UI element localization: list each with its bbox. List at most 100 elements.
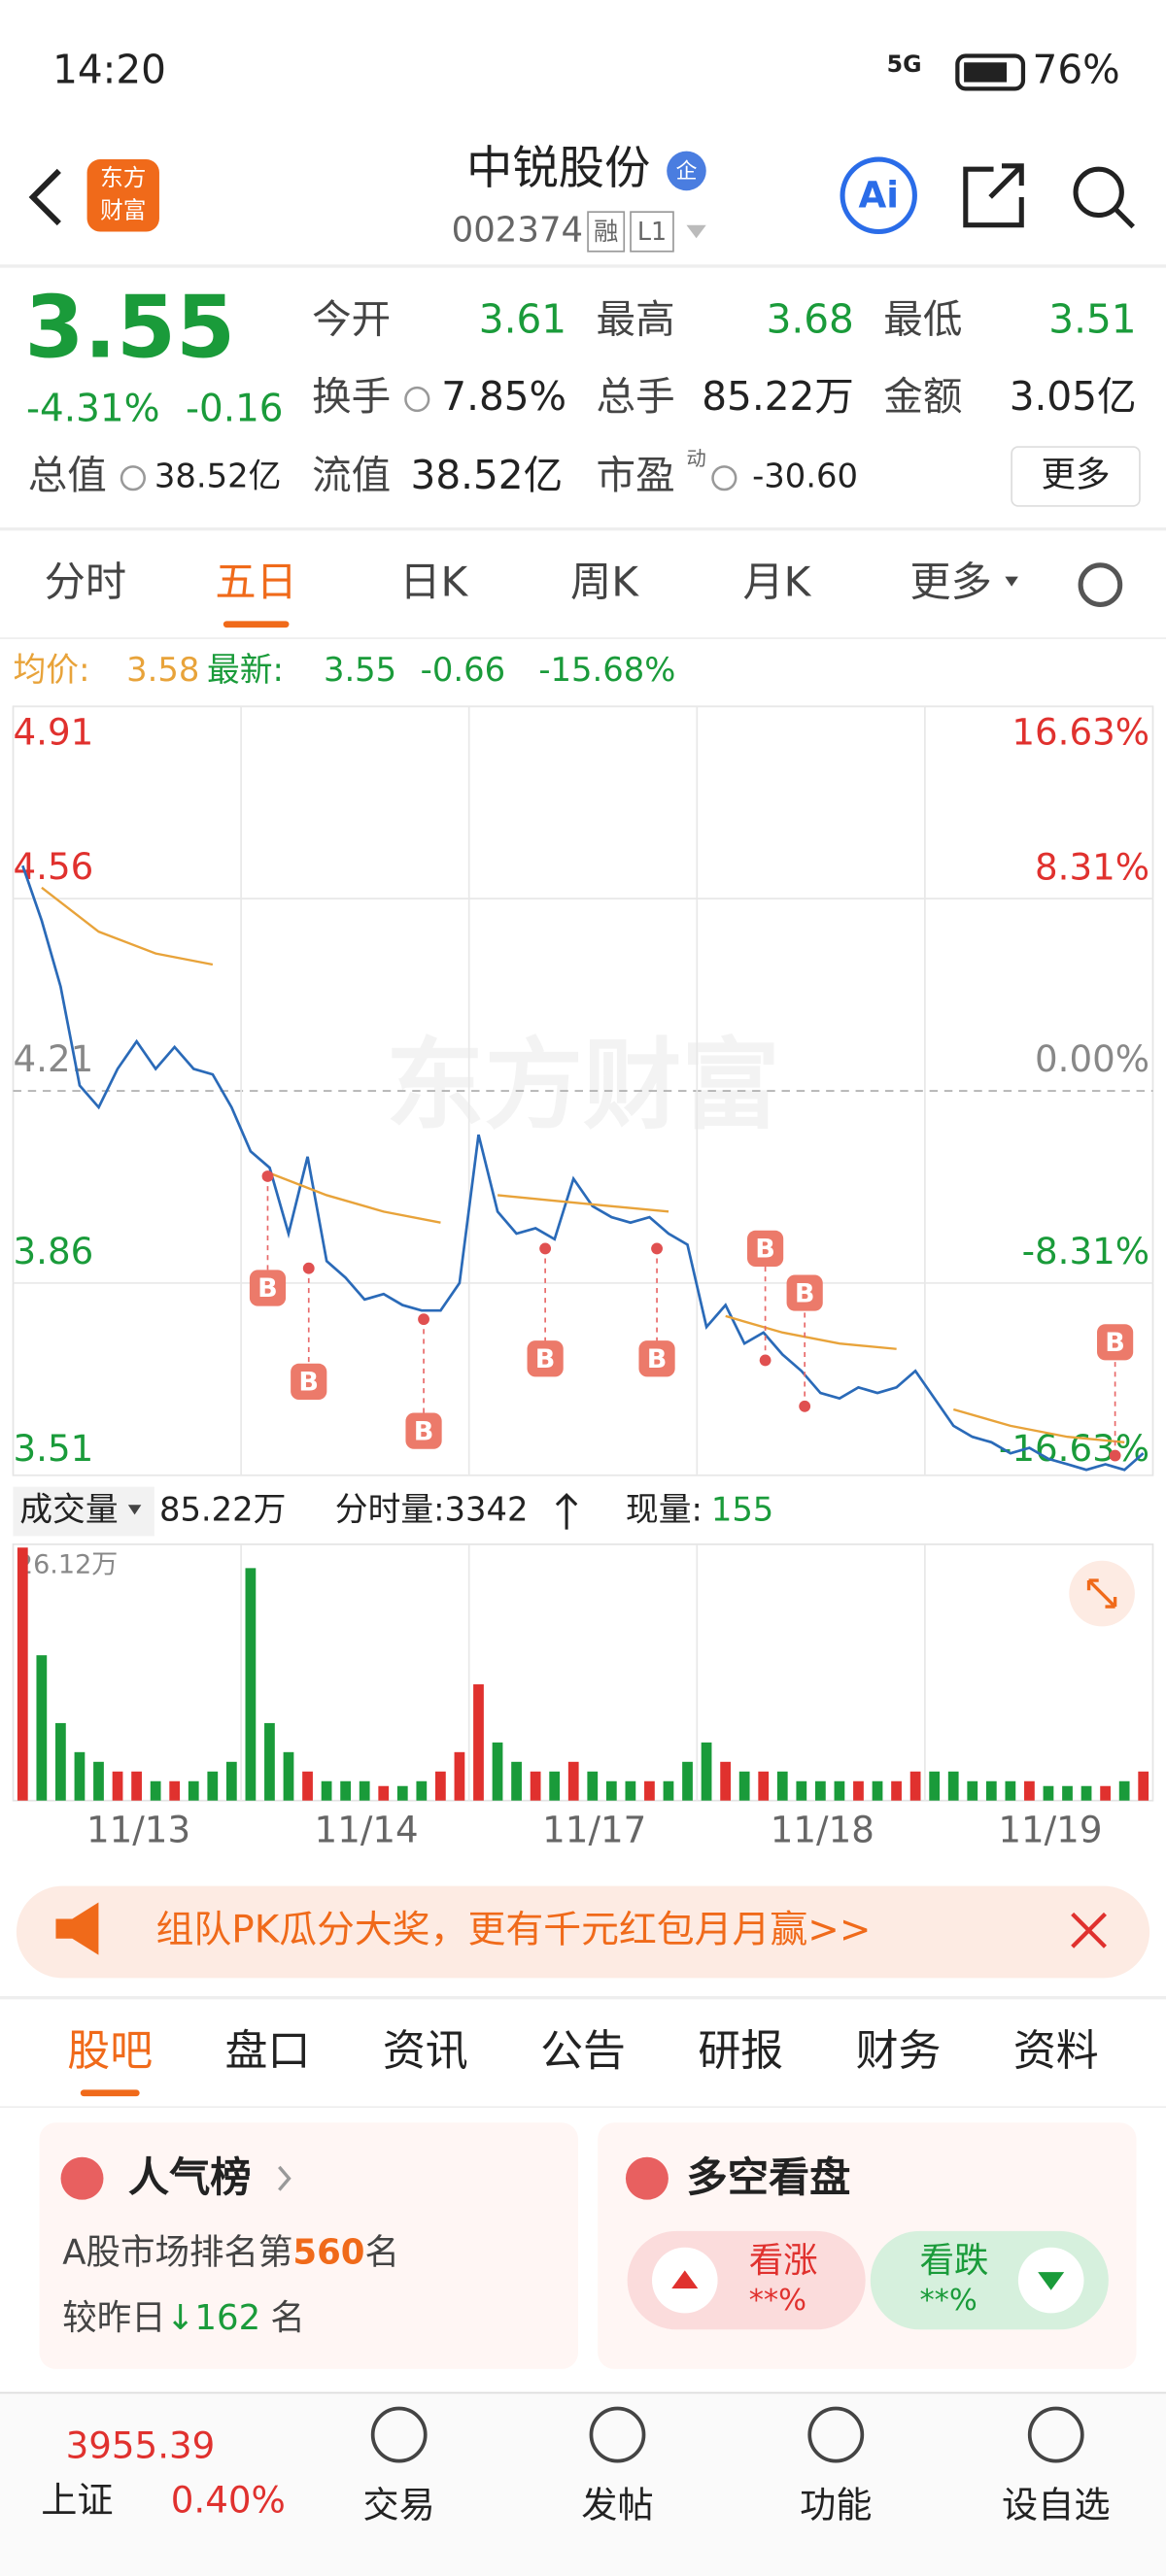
latest-change-pct: -15.68% bbox=[538, 651, 675, 689]
volume-bar bbox=[814, 1780, 826, 1801]
tab[interactable]: 月K bbox=[742, 559, 811, 606]
trade-marker: B bbox=[535, 1344, 556, 1374]
marker-box bbox=[291, 1363, 327, 1401]
marker-dot bbox=[302, 1262, 315, 1274]
marker-box bbox=[747, 1230, 784, 1268]
x-tick-label: 11/19 bbox=[998, 1808, 1102, 1850]
subtab[interactable]: 研报 bbox=[698, 2026, 783, 2076]
latest-value: 3.55 bbox=[324, 651, 396, 689]
volume-bar bbox=[644, 1780, 655, 1801]
delta: 162 bbox=[194, 2298, 260, 2338]
more-label: 更多 bbox=[1042, 455, 1111, 494]
pe-tag: 动 bbox=[686, 447, 705, 470]
volume-bar bbox=[929, 1771, 941, 1801]
volume-bar bbox=[131, 1771, 142, 1801]
volume-bar bbox=[188, 1780, 199, 1801]
more-button[interactable] bbox=[1011, 446, 1141, 507]
nav-icon[interactable] bbox=[1027, 2406, 1084, 2463]
badge-bg bbox=[667, 151, 706, 191]
nav-icon[interactable] bbox=[370, 2406, 428, 2463]
volume-bar bbox=[454, 1751, 465, 1801]
tab[interactable]: 日K bbox=[399, 559, 468, 606]
nav-icon[interactable] bbox=[807, 2406, 865, 2463]
tab[interactable]: 更多 bbox=[909, 559, 991, 606]
volume-bar bbox=[758, 1771, 770, 1801]
volume-bar bbox=[416, 1780, 428, 1801]
banner[interactable] bbox=[16, 1885, 1150, 1979]
tag: 融 bbox=[594, 217, 618, 246]
subtab[interactable]: 资讯 bbox=[383, 2026, 468, 2076]
x-tick-label: 11/13 bbox=[86, 1808, 190, 1850]
volume-bar bbox=[947, 1771, 959, 1801]
volume-bar bbox=[701, 1742, 712, 1801]
index-name: 上证 bbox=[41, 2478, 113, 2521]
avg-line bbox=[497, 1194, 669, 1213]
subtab[interactable]: 财务 bbox=[856, 2026, 942, 2076]
x-tick-label: 11/17 bbox=[542, 1808, 646, 1850]
nav-icon[interactable] bbox=[589, 2406, 646, 2463]
volume-bar bbox=[1080, 1785, 1092, 1801]
logo[interactable] bbox=[86, 159, 159, 232]
field-label: 流值 bbox=[312, 452, 391, 498]
logo-text: 财富 bbox=[100, 197, 146, 224]
field-label: 总手 bbox=[597, 373, 675, 420]
up-value: **% bbox=[749, 2284, 806, 2318]
y2-tick-label: -16.63% bbox=[999, 1427, 1149, 1470]
marker-box bbox=[249, 1270, 287, 1306]
info-icon[interactable] bbox=[404, 386, 430, 413]
nav-item[interactable]: 交易 bbox=[363, 2483, 435, 2525]
field-label: 今开 bbox=[312, 295, 391, 342]
volume-bar bbox=[1062, 1785, 1073, 1801]
stock-name: 中锐股份 bbox=[466, 142, 650, 195]
divider bbox=[0, 2391, 1166, 2394]
search-button[interactable] bbox=[1073, 166, 1124, 219]
volume-dropdown[interactable] bbox=[13, 1486, 154, 1537]
tab[interactable]: 五日 bbox=[215, 559, 296, 606]
tab[interactable]: 分时 bbox=[45, 559, 126, 606]
volume-bar bbox=[359, 1780, 370, 1801]
nav-item[interactable]: 发帖 bbox=[581, 2483, 653, 2525]
trade-marker: B bbox=[1105, 1328, 1125, 1358]
volume-bar bbox=[435, 1771, 446, 1801]
subtab[interactable]: 盘口 bbox=[225, 2026, 311, 2076]
volume-bar bbox=[283, 1751, 294, 1801]
index-change: 0.40% bbox=[171, 2478, 286, 2521]
subtab[interactable]: 公告 bbox=[540, 2026, 626, 2076]
settings-button[interactable] bbox=[1078, 562, 1123, 607]
change-pct: -4.31% bbox=[26, 387, 159, 430]
volume-max: 26.12万 bbox=[17, 1549, 118, 1579]
up-label: 看涨 bbox=[749, 2241, 818, 2281]
tab[interactable]: 周K bbox=[570, 559, 639, 606]
marker-box bbox=[638, 1340, 675, 1377]
popularity-card[interactable] bbox=[39, 2122, 578, 2369]
trade-marker: B bbox=[795, 1278, 815, 1308]
ai-button[interactable] bbox=[840, 156, 917, 235]
subtab[interactable]: 资料 bbox=[1013, 2026, 1099, 2076]
volume-bar bbox=[1043, 1785, 1054, 1801]
avg-label: 均价: bbox=[14, 651, 90, 689]
field-label: 市盈 bbox=[597, 452, 675, 498]
latest-change: -0.66 bbox=[421, 651, 505, 689]
expand-icon bbox=[1086, 1578, 1117, 1609]
rank: 560 bbox=[292, 2232, 364, 2272]
x-tick-label: 11/14 bbox=[315, 1808, 419, 1850]
banner-close[interactable] bbox=[1071, 1912, 1107, 1949]
trade-marker: B bbox=[414, 1416, 434, 1446]
field-value: 38.52亿 bbox=[411, 452, 564, 498]
volume-bar bbox=[36, 1655, 48, 1801]
volume-bar bbox=[891, 1780, 902, 1801]
volume-bar bbox=[853, 1780, 864, 1801]
dropdown bbox=[686, 224, 706, 239]
nav-item[interactable]: 设自选 bbox=[1002, 2483, 1111, 2525]
info-icon[interactable] bbox=[711, 465, 737, 491]
info-icon[interactable] bbox=[120, 465, 146, 491]
tab-indicator bbox=[223, 621, 290, 628]
field-value: 7.85% bbox=[441, 373, 566, 420]
nav-item[interactable]: 功能 bbox=[800, 2483, 872, 2525]
subtab[interactable]: 股吧 bbox=[67, 2026, 153, 2076]
back-button[interactable] bbox=[28, 168, 61, 226]
search-handle bbox=[1113, 207, 1135, 229]
volume-bar bbox=[93, 1761, 104, 1801]
share-button[interactable] bbox=[963, 163, 1024, 228]
network: 5G bbox=[887, 51, 922, 78]
